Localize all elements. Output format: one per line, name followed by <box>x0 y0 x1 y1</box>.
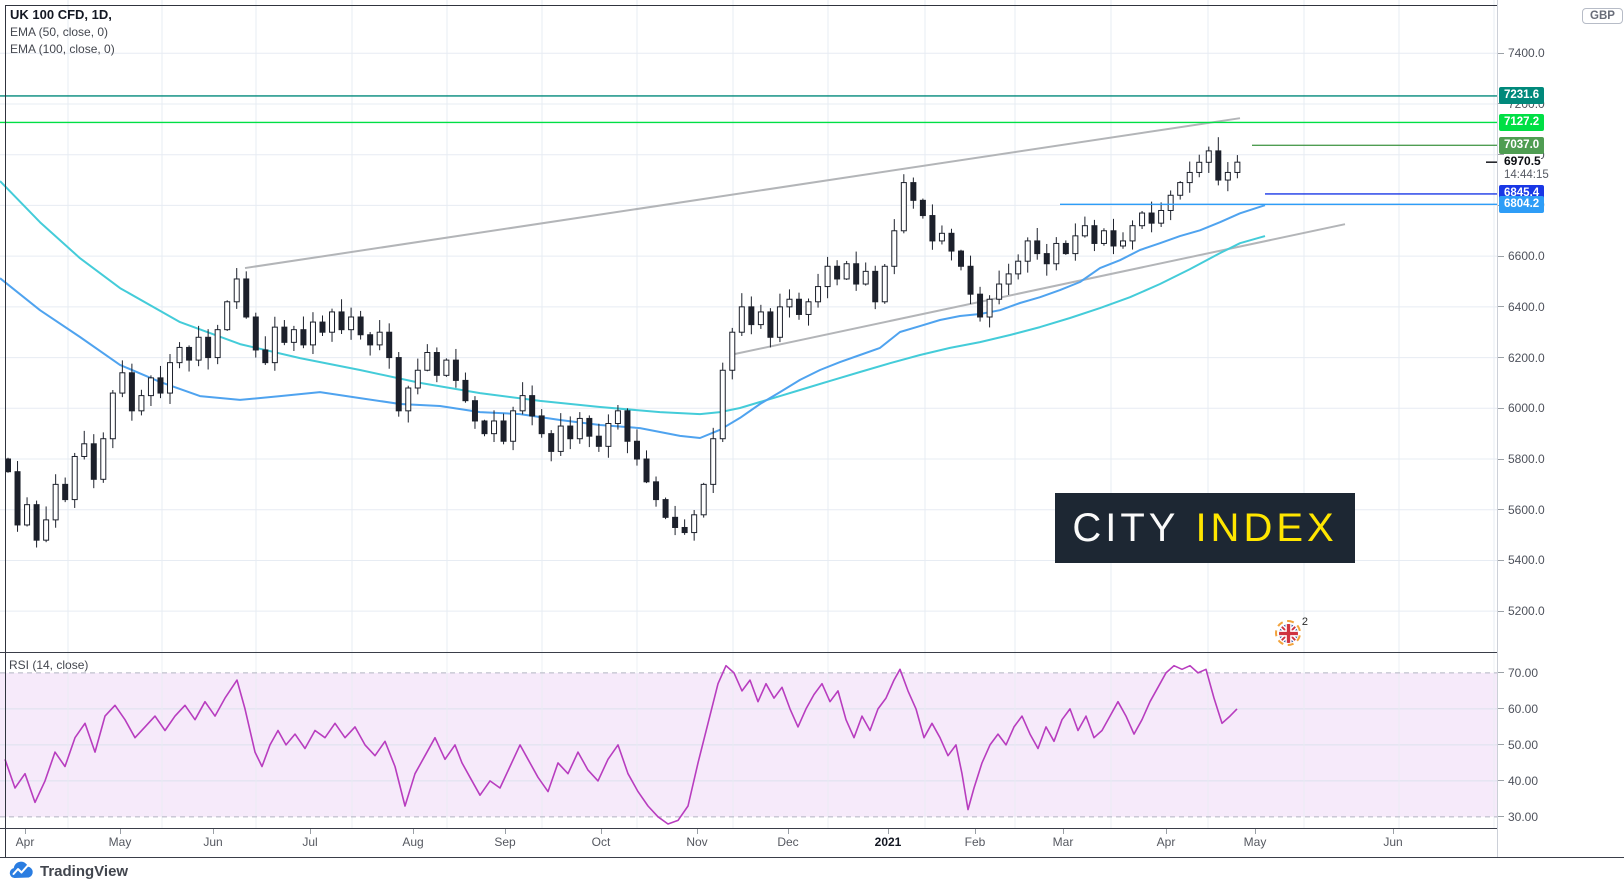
last-price-label: 6970.5 <box>1504 154 1541 169</box>
time-axis-top-border <box>0 828 1624 829</box>
price-tick-dash <box>1498 458 1504 460</box>
time-tick-dash <box>697 829 698 834</box>
rsi-tick-dash <box>1498 672 1504 674</box>
time-tick-dash <box>310 829 311 834</box>
time-axis-label: Jun <box>203 835 223 849</box>
rsi-tick-label: 40.00 <box>1508 773 1539 788</box>
sticker-count: 2 <box>1301 616 1308 628</box>
rsi-tick-label: 60.00 <box>1508 701 1539 716</box>
union-jack-icon <box>1278 623 1298 643</box>
time-axis-label: Jun <box>1383 835 1403 849</box>
time-tick-dash <box>505 829 506 834</box>
time-tick-dash <box>1063 829 1064 834</box>
time-tick-dash <box>1166 829 1167 834</box>
time-tick-dash <box>120 829 121 834</box>
time-axis-bottom-border <box>0 857 1624 858</box>
time-tick-dash <box>601 829 602 834</box>
price-tick-label: 7400.0 <box>1508 46 1545 61</box>
price-tick-dash <box>1498 407 1504 409</box>
time-axis-label: Sep <box>494 835 516 849</box>
time-axis-label: Apr <box>15 835 35 849</box>
price-tick-dash <box>1498 154 1504 156</box>
time-tick-dash <box>1393 829 1394 834</box>
price-tick-dash <box>1498 255 1504 257</box>
ema50-legend[interactable]: EMA (50, close, 0) <box>10 25 109 39</box>
time-axis[interactable]: Apr May Jun Jul Aug Sep Oct Nov Dec 2021 Feb Mar Apr… <box>0 829 1497 857</box>
time-tick-dash <box>888 829 889 834</box>
rsi-tick-label: 70.00 <box>1508 665 1539 680</box>
rsi-tick-label: 30.00 <box>1508 809 1539 824</box>
price-tick-label: 6600.0 <box>1508 249 1545 264</box>
main-price-pane[interactable] <box>0 0 1497 652</box>
price-level-label[interactable]: 7037.0 <box>1499 136 1545 154</box>
time-axis-label: Feb <box>964 835 986 849</box>
uk-flag-sticker[interactable]: 2 <box>1275 616 1308 646</box>
time-tick-dash <box>413 829 414 834</box>
rsi-tick-label: 50.00 <box>1508 737 1539 752</box>
time-tick-dash <box>788 829 789 834</box>
time-axis-label: Aug <box>402 835 424 849</box>
time-axis-label: Apr <box>1156 835 1176 849</box>
time-tick-dash <box>975 829 976 834</box>
pane-top-border <box>5 5 1497 6</box>
last-price-countdown: 14:44:15 <box>1504 168 1549 183</box>
price-level-label[interactable]: 7231.6 <box>1499 87 1545 105</box>
price-axis[interactable]: GBP 7400.07200.07000.06800.06600.06400.0… <box>1497 0 1624 857</box>
tradingview-cloud-icon <box>9 861 33 878</box>
price-tick-label: 5600.0 <box>1508 502 1545 517</box>
symbol-title[interactable]: UK 100 CFD, 1D, <box>10 7 112 22</box>
price-tick-dash <box>1498 306 1504 308</box>
price-tick-label: 5800.0 <box>1508 452 1545 466</box>
price-tick-label: 5400.0 <box>1508 553 1545 568</box>
price-tick-dash <box>1498 559 1504 561</box>
time-tick-dash <box>1255 829 1256 834</box>
city-index-logo-index: INDEX <box>1195 505 1338 550</box>
price-tick-dash <box>1498 610 1504 612</box>
symbol-legend: UK 100 CFD, 1D, EMA (50, close, 0) EMA (… <box>10 6 115 58</box>
currency-badge: GBP <box>1582 8 1623 24</box>
tradingview-logo-text: TradingView <box>40 862 129 880</box>
rsi-tick-dash <box>1498 780 1504 782</box>
price-tick-dash <box>1498 357 1504 359</box>
rsi-legend[interactable]: RSI (14, close) <box>9 658 89 672</box>
price-tick-label: 6200.0 <box>1508 350 1545 365</box>
time-axis-label: May <box>1243 835 1267 849</box>
price-tick-label: 6400.0 <box>1508 299 1545 314</box>
time-axis-label: May <box>108 835 132 849</box>
rsi-pane[interactable] <box>0 652 1497 828</box>
time-axis-label: 2021 <box>874 835 902 849</box>
price-tick-dash <box>1498 52 1504 54</box>
time-axis-label: Oct <box>591 835 611 849</box>
tradingview-logo[interactable]: TradingView <box>8 861 128 881</box>
rsi-tick-dash <box>1498 816 1504 818</box>
ema100-legend[interactable]: EMA (100, close, 0) <box>10 42 115 56</box>
time-axis-label: Mar <box>1052 835 1074 849</box>
rsi-tick-dash <box>1498 744 1504 746</box>
price-level-label[interactable]: 6804.2 <box>1499 195 1545 213</box>
price-tick-dash <box>1498 509 1504 511</box>
price-tick-label: 5200.0 <box>1508 604 1545 619</box>
city-index-logo: CITY INDEX <box>1055 493 1355 563</box>
price-level-label[interactable]: 7127.2 <box>1499 113 1545 131</box>
time-axis-label: Jul <box>302 835 318 849</box>
pane-left-border <box>5 5 6 857</box>
time-axis-label: Dec <box>777 835 799 849</box>
city-index-logo-city: CITY <box>1072 505 1180 550</box>
time-tick-dash <box>213 829 214 834</box>
price-tick-label: 6000.0 <box>1508 401 1545 416</box>
pane-separator[interactable] <box>0 652 1624 653</box>
rsi-tick-dash <box>1498 708 1504 710</box>
time-tick-dash <box>25 829 26 834</box>
time-axis-label: Nov <box>686 835 708 849</box>
